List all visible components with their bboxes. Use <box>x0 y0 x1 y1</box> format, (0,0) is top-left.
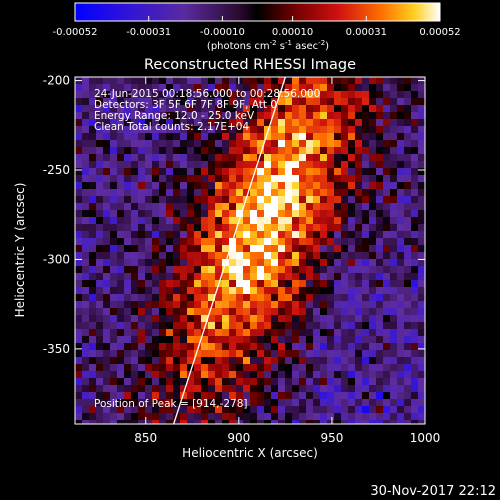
colorbar: -0.00052 -0.00031 -0.00010 0.00010 0.00031 0.… <box>53 2 461 52</box>
colorbar-tick-label: -0.00010 <box>200 27 245 38</box>
peak-position-label: Position of Peak = [914,-278] <box>94 398 248 410</box>
annotation-clean-counts: Clean Total counts: 2.17E+04 <box>94 121 249 133</box>
axis-ticks: 850 900 950 1000 -200 -250 -300 -350 <box>43 74 441 445</box>
colorbar-gradient <box>75 3 440 21</box>
x-tick-label: 900 <box>227 431 250 445</box>
chart-title: Reconstructed RHESSI Image <box>144 57 356 73</box>
x-tick-label: 850 <box>134 431 157 445</box>
colorbar-tick-label: 0.00010 <box>272 27 313 38</box>
colorbar-tick-label: -0.00031 <box>126 27 171 38</box>
x-tick-label: 1000 <box>410 431 441 445</box>
y-tick-label: -300 <box>43 252 70 266</box>
y-tick-label: -200 <box>43 74 70 88</box>
colorbar-frame <box>74 2 441 22</box>
y-tick-label: -250 <box>43 163 70 177</box>
x-tick-label: 950 <box>320 431 343 445</box>
x-axis-label: Heliocentric X (arcsec) <box>182 446 318 460</box>
heatmap-image <box>75 77 425 424</box>
observation-annotations: 24-Jun-2015 00:18:56.000 to 00:28:56.000… <box>94 88 320 133</box>
colorbar-ticks: -0.00052 -0.00031 -0.00010 0.00010 0.00031 0.… <box>53 16 461 38</box>
annotation-energy-range: Energy Range: 12.0 - 25.0 keV <box>94 110 255 122</box>
annotation-detectors: Detectors: 3F 5F 6F 7F 8F 9F, Att 0 <box>94 99 277 111</box>
solar-limb-line <box>173 77 286 424</box>
colorbar-unit-label: (photons cm-2 s-1 asec-2) <box>207 39 329 52</box>
plot-date: 30-Nov-2017 22:12 <box>370 484 496 499</box>
y-tick-label: -350 <box>43 342 70 356</box>
colorbar-tick-label: 0.00031 <box>346 27 387 38</box>
colorbar-tick-label: 0.00052 <box>419 27 460 38</box>
plot-frame <box>74 76 426 425</box>
annotation-time-range: 24-Jun-2015 00:18:56.000 to 00:28:56.000 <box>94 88 320 100</box>
y-axis-label: Heliocentric Y (arcsec) <box>13 183 27 318</box>
colorbar-tick-label: -0.00052 <box>53 27 98 38</box>
